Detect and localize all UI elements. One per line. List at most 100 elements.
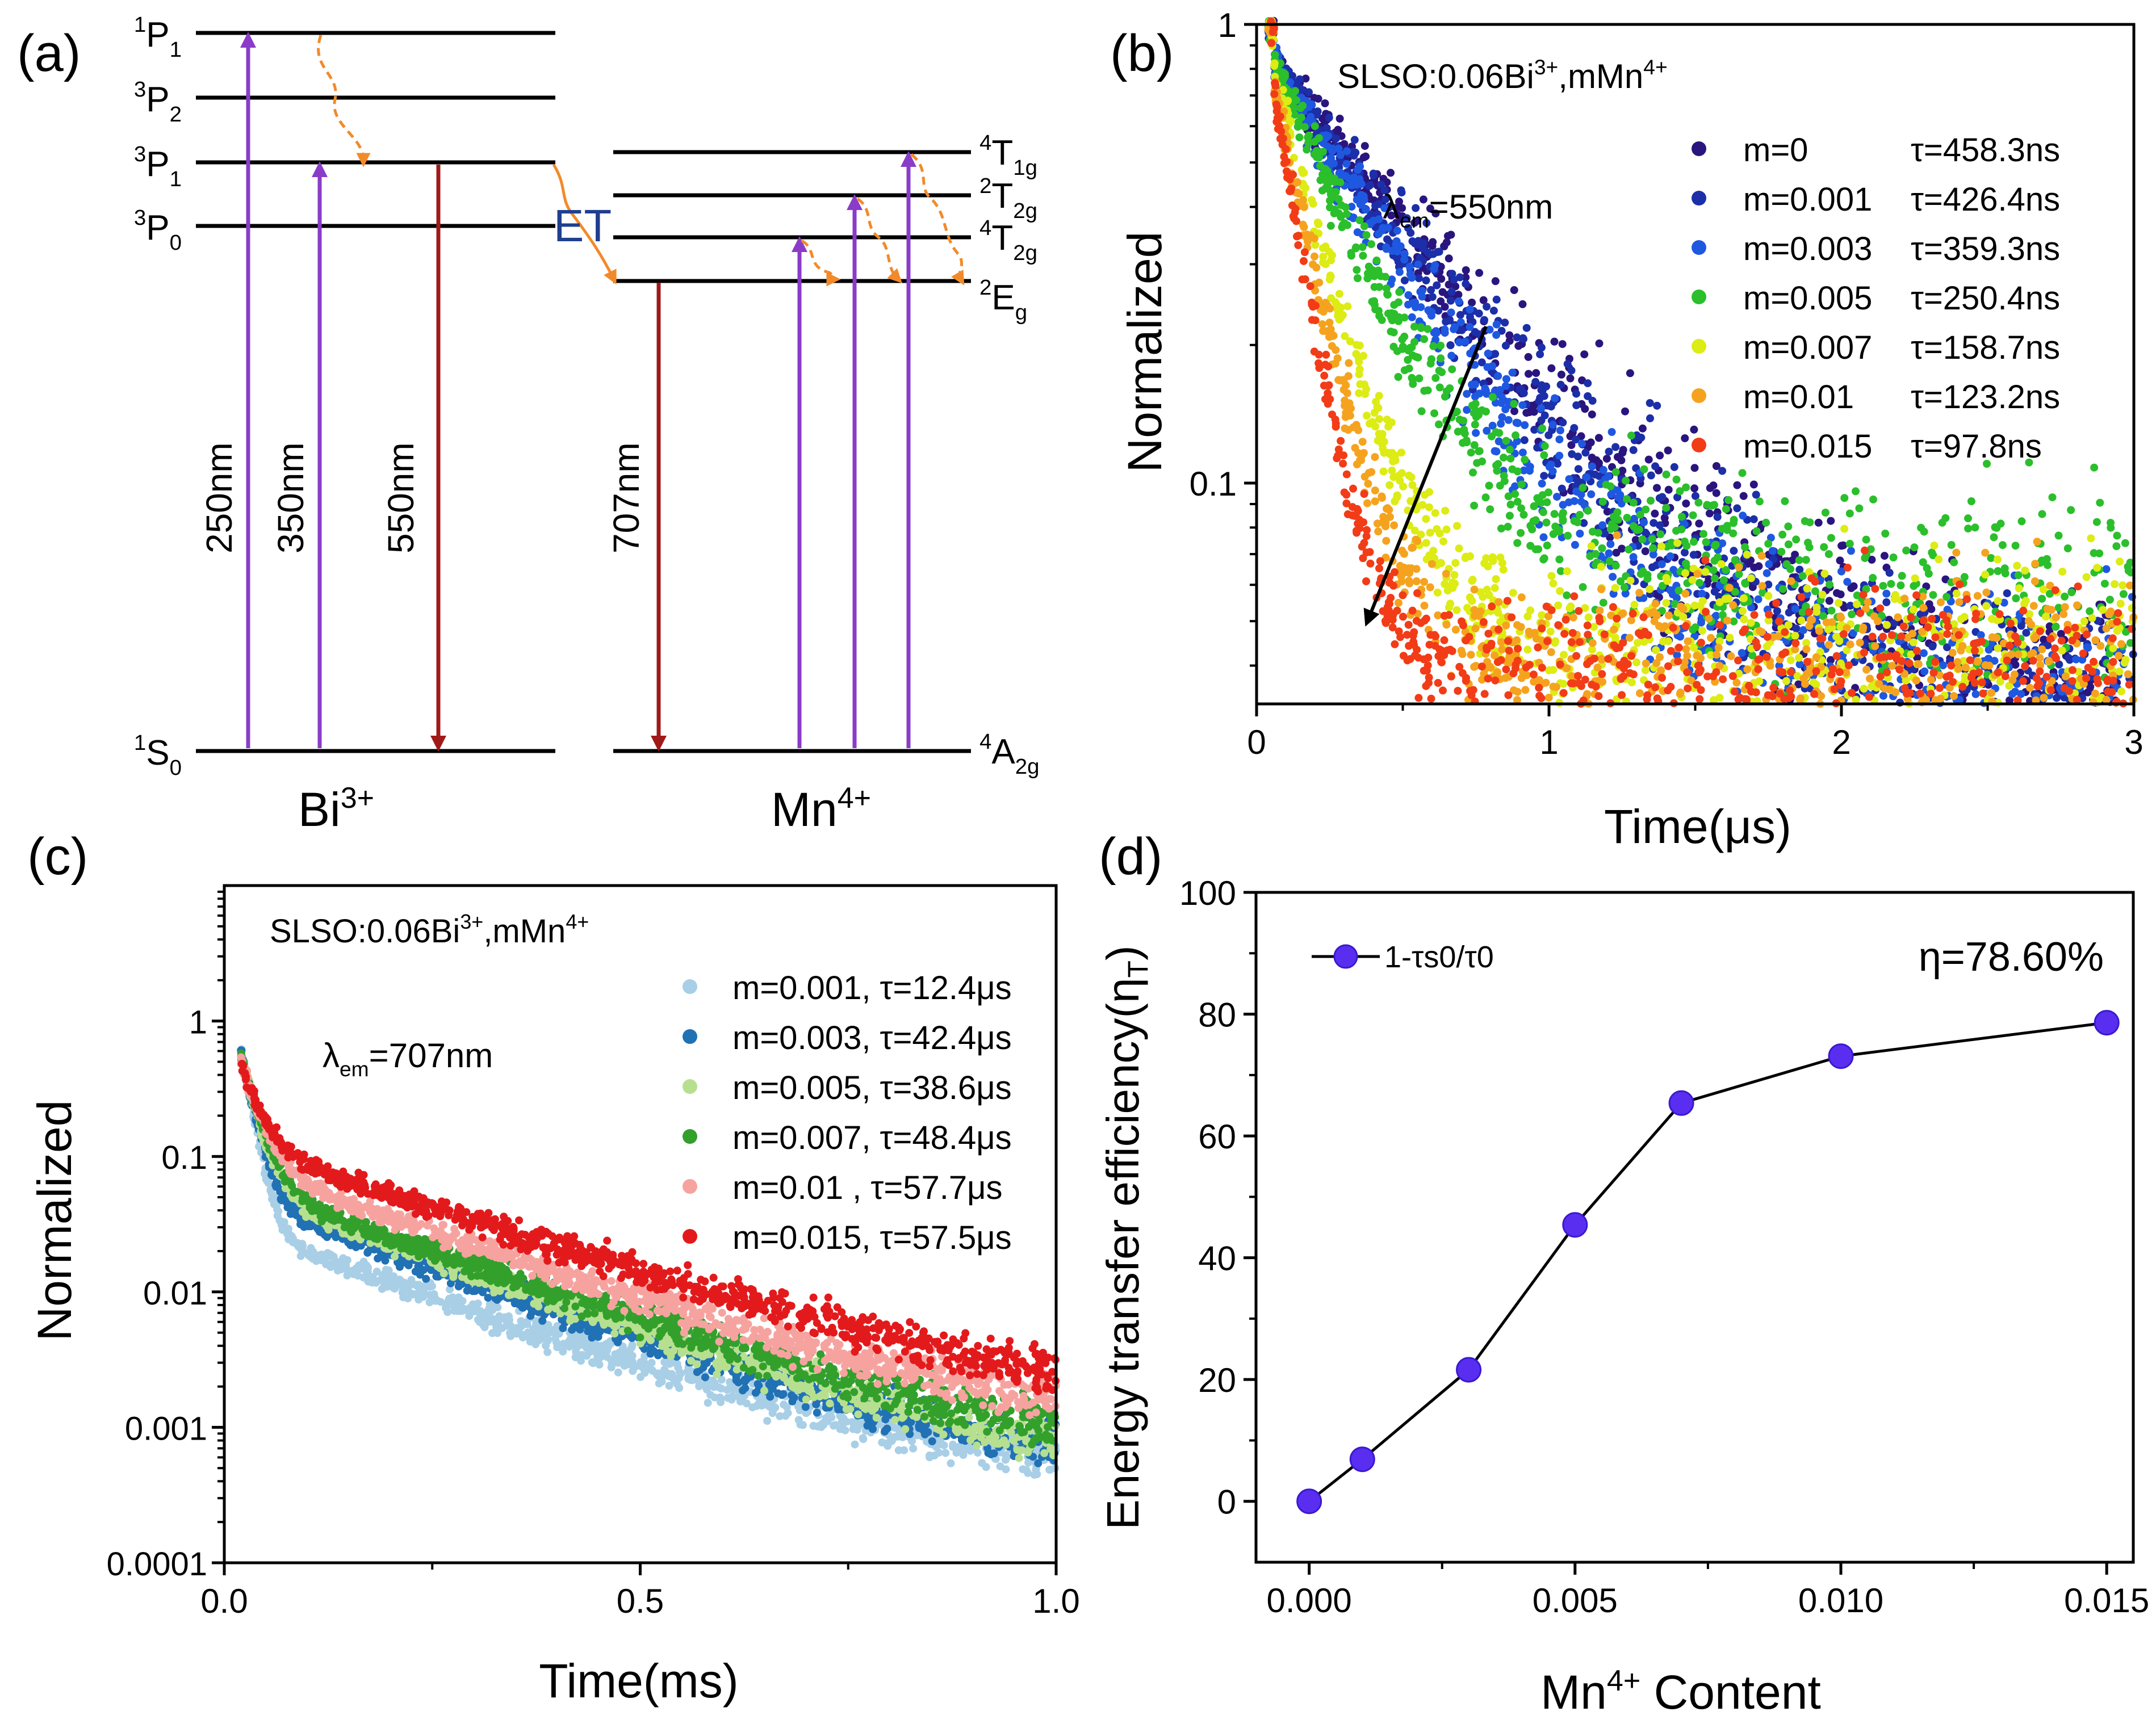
data-point xyxy=(1501,382,1510,390)
data-point xyxy=(2011,542,2020,550)
bi-level-label: 3P0 xyxy=(134,205,182,255)
data-point xyxy=(1371,453,1379,462)
data-point xyxy=(1274,125,1282,133)
data-point xyxy=(1508,613,1516,622)
data-point xyxy=(1717,560,1726,568)
data-point xyxy=(2040,635,2048,644)
data-point xyxy=(2083,630,2091,639)
data-point xyxy=(2055,660,2063,669)
data-point xyxy=(1638,535,1647,544)
data-point xyxy=(1588,410,1596,419)
data-point xyxy=(1372,256,1381,265)
data-point xyxy=(1882,589,1891,598)
data-point xyxy=(1827,517,1835,525)
data-point xyxy=(1465,632,1473,641)
data-point xyxy=(1347,181,1356,190)
transition-label: 707nm xyxy=(606,442,647,553)
data-point xyxy=(1738,469,1747,477)
data-point xyxy=(1378,226,1387,235)
data-point xyxy=(1400,255,1409,264)
data-point xyxy=(947,1459,955,1467)
data-point xyxy=(1919,616,1928,624)
data-point xyxy=(1931,658,1939,666)
data-point xyxy=(2025,458,2033,467)
data-point xyxy=(909,1444,918,1453)
data-point xyxy=(1635,589,1644,597)
data-point xyxy=(1662,599,1671,607)
data-point xyxy=(1352,243,1360,251)
data-point xyxy=(1556,660,1564,669)
panel-b-annotation: λem=550nm xyxy=(1383,188,1553,232)
legend-marker xyxy=(1692,290,1706,304)
data-point xyxy=(1455,544,1463,553)
data-point xyxy=(1581,448,1590,457)
data-point xyxy=(1342,470,1351,479)
data-point xyxy=(1502,621,1510,630)
data-point xyxy=(1362,532,1371,540)
data-point xyxy=(1696,668,1703,676)
data-point xyxy=(1506,500,1515,509)
data-point xyxy=(1414,260,1422,269)
data-point xyxy=(1383,505,1391,513)
data-point xyxy=(1339,376,1348,384)
data-point xyxy=(1483,389,1491,398)
data-point xyxy=(1866,545,1875,553)
data-point xyxy=(2036,667,2044,676)
data-point xyxy=(1928,548,1936,557)
data-point xyxy=(1501,405,1510,414)
data-point xyxy=(1570,592,1579,601)
data-point xyxy=(1709,672,1717,681)
et-transfer-arrow xyxy=(552,163,617,285)
data-point xyxy=(852,1420,860,1429)
data-point xyxy=(2113,618,2121,626)
data-point xyxy=(1682,483,1690,492)
data-point xyxy=(1814,518,1823,527)
data-point xyxy=(1427,694,1435,703)
data-point xyxy=(2003,589,2011,598)
data-point xyxy=(1677,525,1686,534)
data-point xyxy=(1321,99,1329,107)
data-point xyxy=(1397,188,1406,197)
data-point xyxy=(2061,603,2069,611)
data-point xyxy=(1712,489,1720,497)
data-point xyxy=(1315,364,1324,372)
data-point xyxy=(1578,439,1586,448)
data-point xyxy=(1607,428,1616,436)
data-point xyxy=(1363,499,1371,507)
data-point xyxy=(1798,608,1807,616)
data-point xyxy=(1722,505,1730,513)
data-point xyxy=(1772,599,1781,607)
data-point xyxy=(1802,556,1810,564)
data-point xyxy=(1593,664,1602,672)
data-point xyxy=(1930,542,1939,550)
data-point xyxy=(1994,555,2002,564)
data-point xyxy=(1343,302,1352,311)
data-point xyxy=(1802,645,1811,653)
data-point xyxy=(1429,250,1438,258)
data-point xyxy=(364,1277,372,1286)
data-point xyxy=(1577,497,1585,506)
data-point xyxy=(1488,393,1497,401)
data-point xyxy=(1869,574,1877,582)
data-point xyxy=(1988,633,1996,641)
data-point xyxy=(1395,288,1404,296)
data-point xyxy=(1954,631,1963,639)
data-point xyxy=(2080,617,2088,626)
legend-marker xyxy=(1692,438,1706,452)
data-point xyxy=(1488,421,1497,430)
data-point xyxy=(1557,370,1565,379)
data-point xyxy=(1456,273,1464,282)
data-point xyxy=(1594,434,1603,442)
data-point xyxy=(1928,642,1937,651)
data-point xyxy=(2038,594,2046,603)
data-point xyxy=(1392,254,1401,262)
mn-level-label: 2Eg xyxy=(979,275,1027,325)
data-point xyxy=(1795,565,1804,574)
data-point xyxy=(1971,523,1979,532)
data-point xyxy=(1483,363,1492,371)
data-point xyxy=(1410,628,1418,636)
data-point xyxy=(1623,514,1631,522)
data-point xyxy=(1674,657,1682,665)
data-point xyxy=(287,1232,296,1240)
data-point xyxy=(1470,585,1479,594)
